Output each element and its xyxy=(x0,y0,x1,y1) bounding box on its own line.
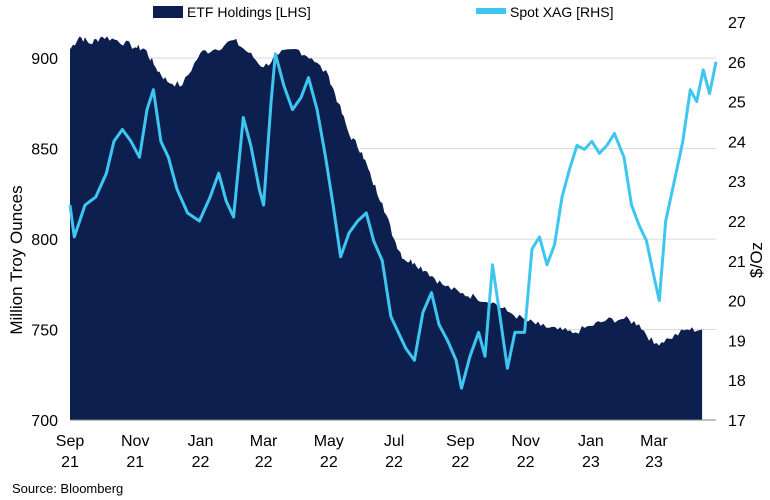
x-tick-year: 21 xyxy=(61,454,79,471)
x-tick-year: 22 xyxy=(517,454,535,471)
x-tick-month: May xyxy=(314,433,344,450)
right-axis-ticks: 17 18 19 20 21 22 23 24 25 26 27 xyxy=(728,15,746,430)
right-axis-title: $/Oz xyxy=(747,242,766,278)
etf-holdings-area xyxy=(70,36,703,421)
x-tick-year: 22 xyxy=(320,454,338,471)
x-tick-month: Jan xyxy=(188,433,214,450)
spot-xag-line xyxy=(68,52,718,390)
x-tick-month: Mar xyxy=(640,433,668,450)
left-tick-label: 850 xyxy=(31,142,58,159)
right-tick-label: 18 xyxy=(728,373,746,390)
legend-swatch-etf xyxy=(153,6,183,18)
right-tick-label: 22 xyxy=(728,214,746,231)
left-axis-title: Million Troy Ounces xyxy=(7,185,26,334)
x-tick-month: Jan xyxy=(578,433,604,450)
right-tick-label: 19 xyxy=(728,333,746,350)
right-tick-label: 25 xyxy=(728,95,746,112)
x-tick-month: Nov xyxy=(511,433,539,450)
legend-label-xag: Spot XAG [RHS] xyxy=(510,4,613,20)
x-tick-year: 23 xyxy=(645,454,663,471)
right-tick-label: 20 xyxy=(728,294,746,311)
right-tick-label: 17 xyxy=(728,413,746,430)
x-tick-year: 23 xyxy=(582,454,600,471)
x-tick-year: 22 xyxy=(255,454,273,471)
right-tick-label: 21 xyxy=(728,254,746,271)
right-tick-label: 27 xyxy=(728,15,746,32)
x-tick-month: Mar xyxy=(250,433,278,450)
source-note: Source: Bloomberg xyxy=(12,481,123,496)
legend-swatch-xag xyxy=(476,8,506,14)
right-tick-label: 23 xyxy=(728,174,746,191)
x-axis-ticks: Sep 21 Nov 21 Jan 22 Mar 22 May 22 Jul 22 Sep 22 Nov 22… xyxy=(56,433,669,471)
legend-label-etf: ETF Holdings [LHS] xyxy=(187,4,311,20)
left-tick-label: 700 xyxy=(31,413,58,430)
x-tick-month: Sep xyxy=(56,433,85,450)
right-tick-label: 24 xyxy=(728,134,746,151)
x-tick-year: 22 xyxy=(385,454,403,471)
x-tick-year: 21 xyxy=(126,454,144,471)
x-tick-month: Sep xyxy=(446,433,475,450)
left-tick-label: 900 xyxy=(31,51,58,68)
x-tick-month: Nov xyxy=(121,433,149,450)
left-axis-ticks: 700 750 800 850 900 xyxy=(31,51,58,430)
right-tick-label: 26 xyxy=(728,55,746,72)
left-tick-label: 750 xyxy=(31,323,58,340)
x-tick-month: Jul xyxy=(384,433,404,450)
legend: ETF Holdings [LHS] Spot XAG [RHS] xyxy=(153,4,613,20)
x-tick-year: 22 xyxy=(451,454,469,471)
left-tick-label: 800 xyxy=(31,232,58,249)
x-tick-year: 22 xyxy=(192,454,210,471)
